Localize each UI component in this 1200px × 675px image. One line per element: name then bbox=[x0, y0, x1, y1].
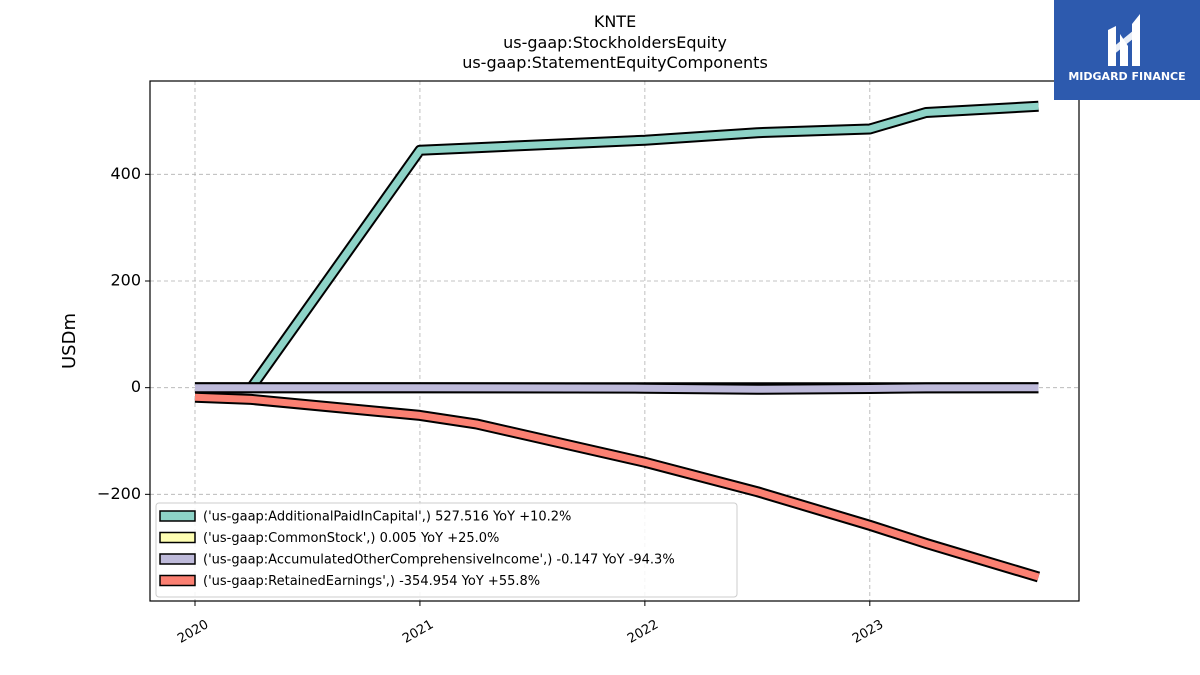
x-axis: 2020 2021 2022 2023 bbox=[175, 601, 886, 647]
series-layer bbox=[194, 100, 1041, 583]
x-tick-label-3: 2023 bbox=[850, 617, 886, 647]
legend-label-0: ('us-gaap:AdditionalPaidInCapital',) 527… bbox=[203, 510, 571, 525]
plot-frame bbox=[149, 80, 1080, 602]
legend-box bbox=[155, 502, 738, 598]
y-tick-label-1: 0 bbox=[131, 377, 141, 396]
series-line-fill-2 bbox=[195, 384, 1039, 393]
legend-swatch-0 bbox=[159, 510, 196, 522]
y-tick-label-0: −200 bbox=[97, 484, 141, 503]
brand-logo: MIDGARD FINANCE bbox=[1054, 0, 1200, 100]
series-line-0 bbox=[246, 100, 1039, 391]
chart-title-line-2: us-gaap:StockholdersEquity bbox=[503, 33, 727, 52]
series-line-3 bbox=[194, 391, 1041, 583]
chart-title-line-1: KNTE bbox=[594, 12, 636, 31]
chart-title: KNTE us-gaap:StockholdersEquity us-gaap:… bbox=[462, 12, 768, 72]
legend-swatch-2 bbox=[159, 553, 196, 565]
x-tick-label-1: 2021 bbox=[400, 617, 436, 647]
series-line-fill-3 bbox=[194, 393, 1040, 581]
legend-label-2: ('us-gaap:AccumulatedOtherComprehensiveI… bbox=[203, 553, 675, 568]
series-line-fill-0 bbox=[248, 102, 1039, 390]
y-axis-label: USDm bbox=[59, 313, 80, 369]
y-tick-label-3: 400 bbox=[110, 164, 141, 183]
y-tick-label-2: 200 bbox=[110, 271, 141, 290]
series-line-outline-0 bbox=[246, 100, 1039, 391]
legend-swatch-3 bbox=[159, 574, 196, 587]
legend-swatch-1 bbox=[159, 531, 196, 544]
x-tick-label-2: 2022 bbox=[625, 617, 661, 647]
legend: ('us-gaap:AdditionalPaidInCapital',) 527… bbox=[155, 502, 738, 598]
chart-title-line-3: us-gaap:StatementEquityComponents bbox=[462, 53, 768, 72]
legend-label-3: ('us-gaap:RetainedEarnings',) -354.954 Y… bbox=[203, 574, 540, 589]
x-tick-label-0: 2020 bbox=[175, 617, 211, 647]
series-line-2 bbox=[195, 382, 1039, 395]
legend-label-1: ('us-gaap:CommonStock',) 0.005 YoY +25.0… bbox=[203, 531, 499, 546]
logo-mark-icon bbox=[1108, 14, 1140, 66]
brand-name: MIDGARD FINANCE bbox=[1068, 70, 1186, 83]
y-axis: −200 0 200 400 bbox=[97, 164, 150, 503]
